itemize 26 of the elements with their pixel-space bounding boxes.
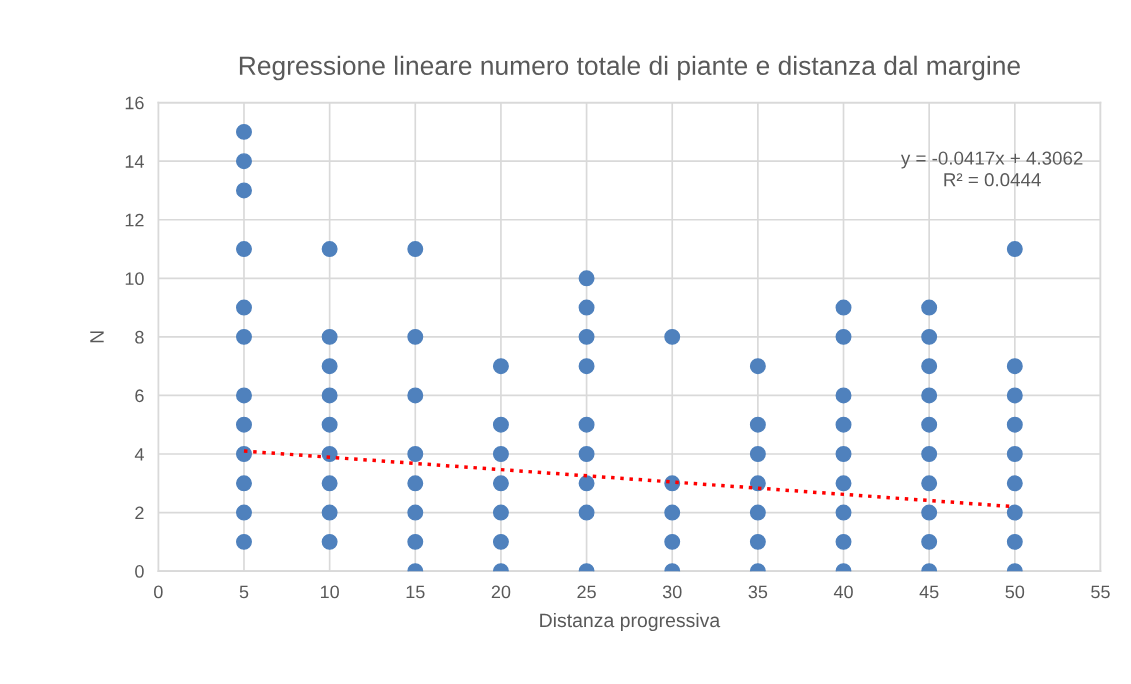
y-tick-label: 16 <box>125 96 144 110</box>
x-tick-label: 45 <box>919 585 939 599</box>
chart-title: Regressione lineare numero totale di piante e distanza dal margine <box>239 55 1020 81</box>
y-axis-title: N <box>90 331 104 343</box>
x-tick-label: 55 <box>1091 585 1110 599</box>
y-tick-label: 2 <box>135 506 144 520</box>
x-tick-label: 15 <box>406 585 425 599</box>
x-tick-label: 50 <box>1005 585 1025 599</box>
x-tick-label: 10 <box>320 585 339 599</box>
x-tick-label: 5 <box>239 585 249 599</box>
annotation: y = -0.0417x + 4.3062 <box>900 151 1083 169</box>
x-tick-label: 0 <box>154 585 163 599</box>
annotation: R² = 0.0444 <box>944 173 1041 187</box>
x-tick-label: 40 <box>833 585 853 599</box>
y-tick-label: 0 <box>135 565 144 578</box>
y-tick-label: 6 <box>135 389 144 403</box>
y-tick-label: 12 <box>125 213 144 227</box>
y-tick-label: 10 <box>125 272 144 286</box>
y-tick-label: 8 <box>135 330 144 344</box>
x-tick-label: 30 <box>662 585 682 599</box>
x-tick-label: 35 <box>748 585 768 599</box>
x-axis-title: Distanza progressiva <box>540 612 721 632</box>
y-tick-label: 14 <box>125 155 144 168</box>
x-tick-label: 20 <box>491 585 511 599</box>
y-tick-label: 4 <box>134 448 144 461</box>
x-tick-label: 25 <box>577 585 596 599</box>
